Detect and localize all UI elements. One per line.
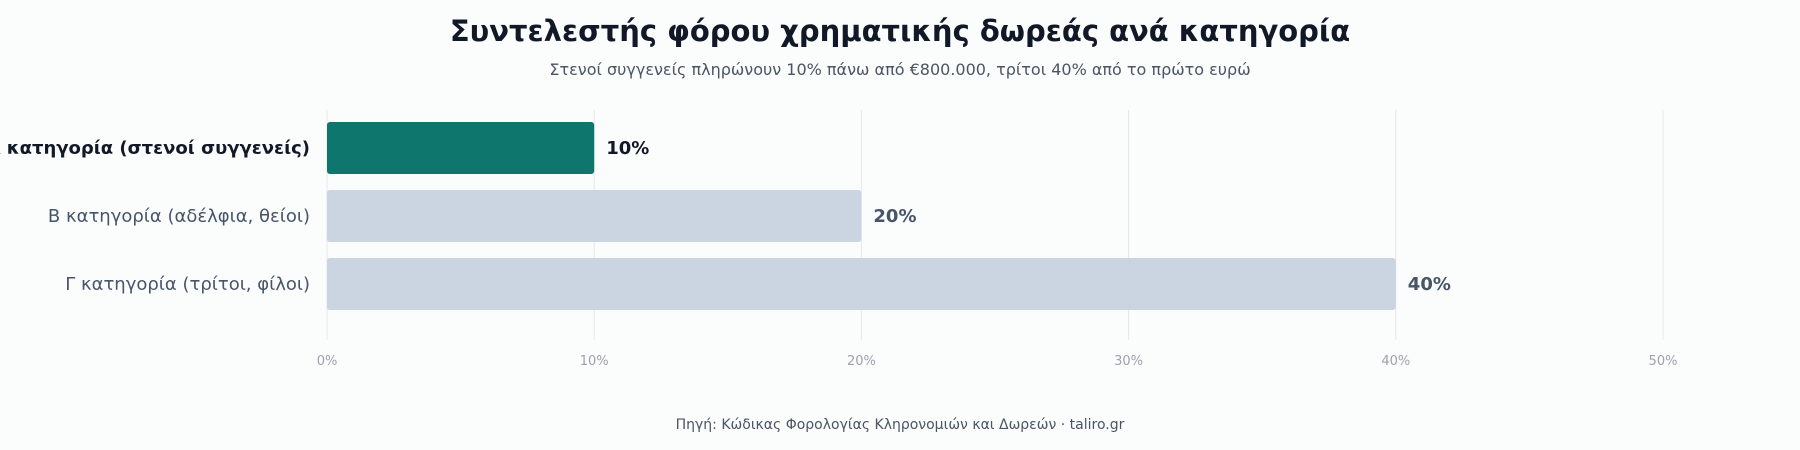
chart-title: Συντελεστής φόρου χρηματικής δωρεάς ανά … xyxy=(449,14,1351,48)
category-label: Γ κατηγορία (τρίτοι, φίλοι) xyxy=(65,274,310,295)
chart-source: Πηγή: Κώδικας Φορολογίας Κληρονομιών και… xyxy=(675,417,1125,433)
x-tick-label: 30% xyxy=(1114,354,1143,369)
x-tick-label: 20% xyxy=(847,354,876,369)
x-tick-label: 40% xyxy=(1381,354,1410,369)
x-tick-label: 10% xyxy=(580,354,609,369)
x-tick-label: 50% xyxy=(1649,354,1678,369)
bar xyxy=(327,190,862,242)
bar xyxy=(327,258,1396,310)
value-label: 10% xyxy=(606,138,649,159)
category-label: Β κατηγορία (αδέλφια, θείοι) xyxy=(48,206,310,227)
bar xyxy=(327,122,595,174)
labels: Α κατηγορία (στενοί συγγενείς) 10% Β κατηγ… xyxy=(0,138,1451,295)
value-label: 20% xyxy=(873,206,916,227)
chart-subtitle: Στενοί συγγενείς πληρώνουν 10% πάνω από … xyxy=(549,60,1251,79)
bars xyxy=(327,122,1396,310)
category-label: Α κατηγορία (στενοί συγγενείς) xyxy=(0,138,310,159)
value-label: 40% xyxy=(1408,274,1451,295)
x-tick-label: 0% xyxy=(317,354,338,369)
x-axis-ticks: 0% 10% 20% 30% 40% 50% xyxy=(317,354,1678,369)
